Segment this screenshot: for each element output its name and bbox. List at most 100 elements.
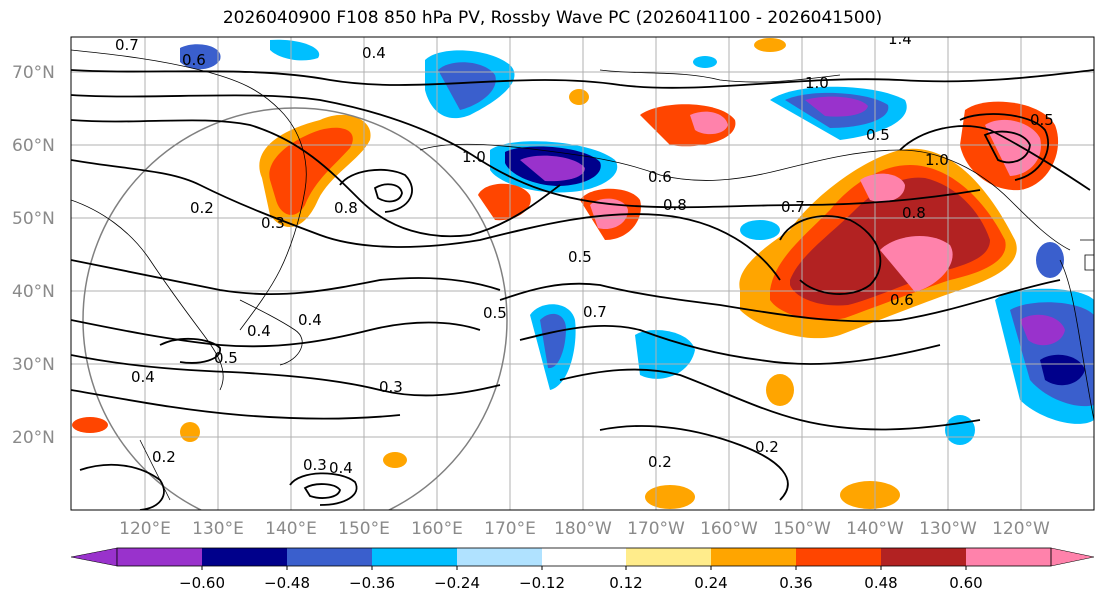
lon-label: 130°W: [919, 519, 977, 539]
pv-positive-region: [754, 38, 786, 52]
pv-negative-region: [635, 330, 695, 379]
colorbar-tick-label: −0.12: [519, 574, 565, 592]
map-content: 0.7 0.6 0.4 1.0 1.4 1.0 0.5 0.5 1.0 0.6 …: [71, 30, 1094, 510]
lat-label-50n: 50°N: [12, 209, 55, 229]
pv-negative-region: [1036, 242, 1064, 278]
map-frame: [70, 36, 1095, 511]
graticule: [71, 37, 1094, 510]
pv-negative-region: [693, 56, 717, 68]
contour-label: 0.2: [152, 448, 176, 466]
contour-label: 0.3: [303, 456, 327, 474]
contour-label: 0.5: [568, 248, 592, 266]
pv-positive-region: [180, 422, 200, 442]
lon-label: 140°W: [846, 519, 904, 539]
contour-label: 0.6: [648, 168, 672, 186]
contour-label: 1.0: [925, 151, 949, 169]
range-circle: [82, 107, 508, 510]
colorbar-swatch: [287, 548, 372, 566]
map-title: 2026040900 F108 850 hPa PV, Rossby Wave …: [222, 8, 883, 28]
contour-label: 0.8: [902, 204, 926, 222]
colorbar-tick-label: 0.48: [864, 574, 897, 592]
contour-labels: 0.7 0.6 0.4 1.0 1.4 1.0 0.5 0.5 1.0 0.6 …: [115, 30, 1054, 477]
lon-label: 150°E: [338, 519, 390, 539]
colorbar-tick-label: −0.24: [434, 574, 480, 592]
colorbar: −0.60 −0.48 −0.36 −0.24 −0.12 0.12 0.24 …: [70, 547, 1095, 592]
contour-label: 0.2: [190, 199, 214, 217]
contour-label: 0.7: [115, 36, 139, 54]
lat-label-30n: 30°N: [12, 355, 55, 375]
pv-negative-region: [805, 96, 868, 117]
pv-negative-region: [270, 39, 320, 61]
contour-label: 0.5: [214, 349, 238, 367]
pv-negative-region: [438, 62, 496, 110]
lon-label: 120°E: [119, 519, 171, 539]
colorbar-swatch: [202, 548, 287, 566]
lat-label-20n: 20°N: [12, 428, 55, 448]
contour-label: 0.4: [298, 311, 322, 329]
colorbar-swatch: [1050, 547, 1095, 567]
contour-label: 0.2: [755, 438, 779, 456]
pv-positive-region: [590, 198, 628, 230]
contour-label: 0.6: [890, 291, 914, 309]
pv-negative-region: [740, 220, 780, 240]
contour-label: 0.4: [247, 322, 271, 340]
lon-label: 160°E: [411, 519, 463, 539]
contour-label: 0.8: [334, 199, 358, 217]
lon-label: 150°W: [773, 519, 831, 539]
contour-label: 0.4: [329, 459, 353, 477]
lat-label-60n: 60°N: [12, 136, 55, 156]
pv-positive-region: [478, 183, 531, 221]
colorbar-ticks: [201, 566, 967, 570]
contour-label: 0.5: [1030, 111, 1054, 129]
contour-label: 0.7: [781, 198, 805, 216]
lon-label: 170°E: [484, 519, 536, 539]
contour-label: 0.8: [663, 196, 687, 214]
longitude-labels: 120°E 130°E 140°E 150°E 160°E 170°E 180°…: [119, 519, 1050, 539]
pv-positive-region: [645, 485, 695, 509]
colorbar-swatch: [457, 548, 542, 566]
pv-positive-region: [383, 452, 407, 468]
contour-label: 1.4: [888, 30, 912, 48]
pv-positive-region: [269, 127, 353, 215]
latitude-labels: 70°N 60°N 50°N 40°N 30°N 20°N: [12, 63, 55, 448]
pv-positive-region: [880, 235, 953, 292]
coastlines: [71, 49, 1094, 501]
lon-label: 170°W: [627, 519, 685, 539]
contour-label: 0.5: [866, 126, 890, 144]
lat-label-70n: 70°N: [12, 63, 55, 83]
colorbar-tick-label: −0.36: [349, 574, 395, 592]
colorbar-swatch: [711, 548, 796, 566]
colorbar-tick-label: 0.36: [779, 574, 812, 592]
pv-positive-region: [840, 481, 900, 509]
pv-positive-region: [690, 111, 728, 135]
contour-label: 1.0: [462, 148, 486, 166]
pv-positive-region: [569, 89, 589, 105]
lon-label: 180°W: [554, 519, 612, 539]
pv-shading: [72, 38, 1094, 509]
lon-label: 160°W: [700, 519, 758, 539]
colorbar-frame: [116, 547, 1052, 567]
colorbar-tick-label: 0.60: [949, 574, 982, 592]
colorbar-swatch: [966, 548, 1051, 566]
lat-label-40n: 40°N: [12, 282, 55, 302]
colorbar-tick-label: 0.12: [609, 574, 642, 592]
contour-label: 0.4: [131, 368, 155, 386]
colorbar-swatch: [626, 548, 711, 566]
colorbar-swatch: [796, 548, 881, 566]
colorbar-tick-label: −0.60: [179, 574, 225, 592]
contour-label: 0.5: [483, 304, 507, 322]
pv-negative-region: [520, 155, 585, 182]
colorbar-swatch: [117, 548, 202, 566]
colorbar-swatch: [542, 548, 626, 566]
contour-label: 0.3: [261, 214, 285, 232]
pv-positive-region: [860, 173, 905, 202]
contours: [71, 69, 1094, 510]
pv-negative-region: [540, 313, 566, 369]
pv-negative-region: [1020, 314, 1065, 346]
lon-label: 120°W: [992, 519, 1050, 539]
pv-positive-region: [790, 177, 990, 306]
contour-label: 1.0: [805, 74, 829, 92]
pv-negative-region: [945, 415, 975, 445]
pv-positive-region: [766, 374, 794, 406]
